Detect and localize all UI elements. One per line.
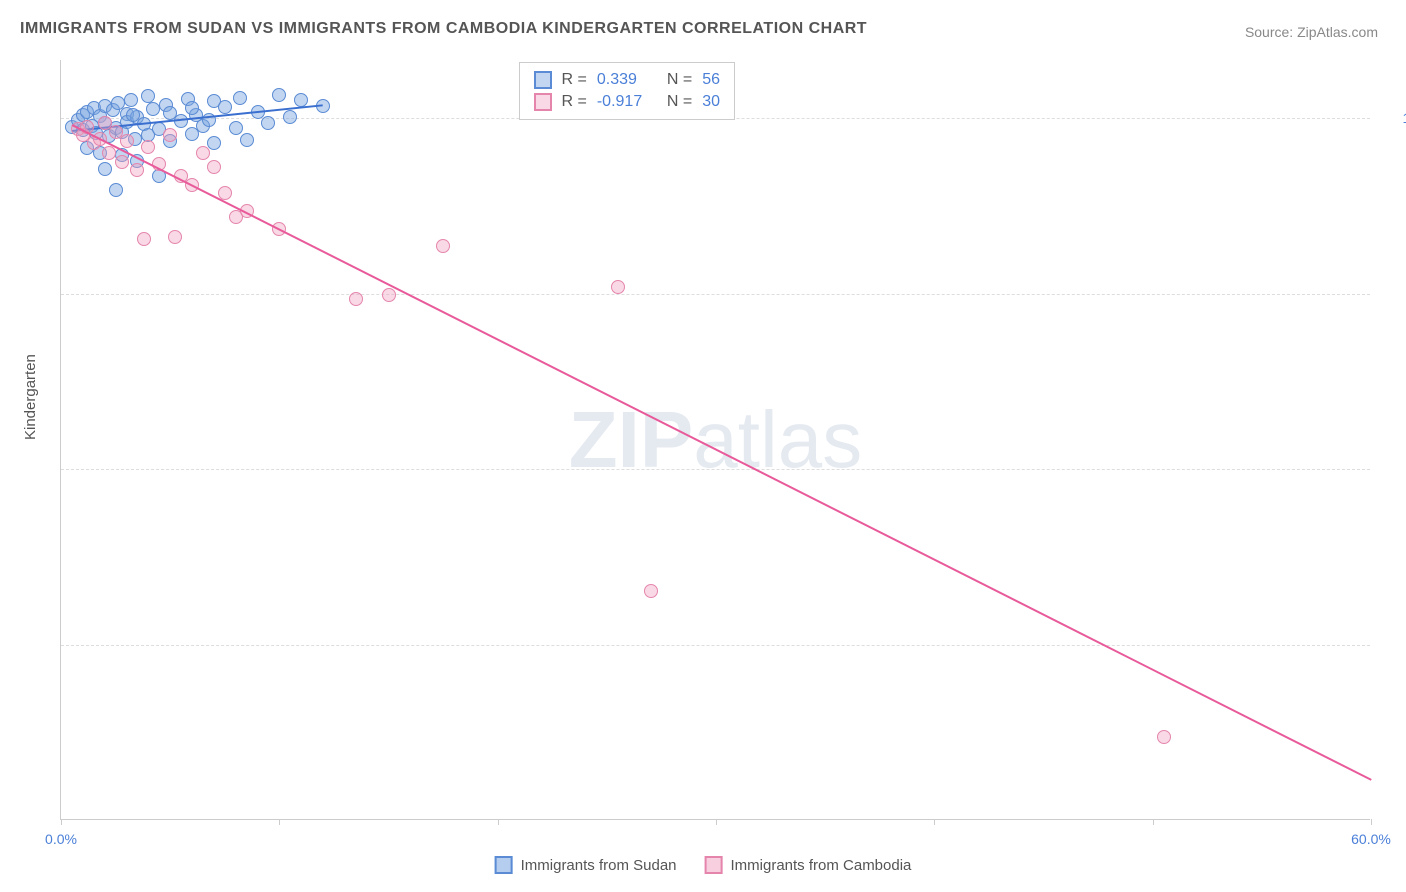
legend-item: Immigrants from Cambodia [705, 856, 912, 874]
r-value: 0.339 [597, 71, 657, 89]
data-point [109, 183, 123, 197]
y-tick-label: 70.0% [1380, 461, 1406, 477]
x-tick [934, 819, 935, 825]
data-point [261, 116, 275, 130]
data-point [1157, 730, 1171, 744]
legend-swatch [534, 71, 552, 89]
data-point [382, 288, 396, 302]
plot-area: ZIPatlas 55.0%70.0%85.0%100.0%0.0%60.0% [60, 60, 1370, 820]
y-tick-label: 100.0% [1380, 110, 1406, 126]
y-axis-title: Kindergarten [22, 354, 39, 440]
data-point [98, 162, 112, 176]
data-point [436, 239, 450, 253]
x-tick-label: 0.0% [45, 831, 77, 847]
trendline [71, 124, 1371, 781]
legend-correlation: R = 0.339 N = 56 R = -0.917 N = 30 [519, 62, 735, 120]
x-tick-label: 60.0% [1351, 831, 1391, 847]
gridline-h [61, 294, 1370, 295]
legend-swatch [495, 856, 513, 874]
n-value: 56 [702, 71, 720, 89]
x-tick [279, 819, 280, 825]
legend-corr-row: R = -0.917 N = 30 [534, 91, 720, 113]
chart-container: IMMIGRANTS FROM SUDAN VS IMMIGRANTS FROM… [0, 0, 1406, 892]
data-point [272, 88, 286, 102]
data-point [233, 91, 247, 105]
x-tick [1153, 819, 1154, 825]
legend-label: Immigrants from Cambodia [731, 857, 912, 874]
data-point [349, 292, 363, 306]
x-tick [61, 819, 62, 825]
data-point [168, 230, 182, 244]
data-point [130, 163, 144, 177]
n-value: 30 [702, 93, 720, 111]
r-value: -0.917 [597, 93, 657, 111]
data-point [207, 160, 221, 174]
data-point [137, 232, 151, 246]
legend-swatch [534, 93, 552, 111]
data-point [124, 93, 138, 107]
r-label: R = [562, 93, 587, 111]
source-label: Source: ZipAtlas.com [1245, 24, 1378, 40]
gridline-h [61, 645, 1370, 646]
gridline-h [61, 469, 1370, 470]
data-point [240, 133, 254, 147]
x-tick [1371, 819, 1372, 825]
data-point [141, 140, 155, 154]
data-point [115, 155, 129, 169]
data-point [283, 110, 297, 124]
data-point [126, 108, 140, 122]
data-point [120, 134, 134, 148]
legend-swatch [705, 856, 723, 874]
data-point [644, 584, 658, 598]
data-point [294, 93, 308, 107]
data-point [146, 102, 160, 116]
r-label: R = [562, 71, 587, 89]
legend-corr-row: R = 0.339 N = 56 [534, 69, 720, 91]
data-point [229, 121, 243, 135]
chart-title: IMMIGRANTS FROM SUDAN VS IMMIGRANTS FROM… [20, 20, 867, 38]
legend-item: Immigrants from Sudan [495, 856, 677, 874]
y-tick-label: 55.0% [1380, 637, 1406, 653]
watermark: ZIPatlas [569, 394, 862, 486]
n-label: N = [667, 71, 692, 89]
y-tick-label: 85.0% [1380, 286, 1406, 302]
data-point [611, 280, 625, 294]
data-point [196, 146, 210, 160]
x-tick [498, 819, 499, 825]
data-point [185, 101, 199, 115]
legend-label: Immigrants from Sudan [521, 857, 677, 874]
data-point [218, 100, 232, 114]
n-label: N = [667, 93, 692, 111]
data-point [163, 128, 177, 142]
legend-bottom: Immigrants from Sudan Immigrants from Cam… [495, 856, 912, 874]
x-tick [716, 819, 717, 825]
